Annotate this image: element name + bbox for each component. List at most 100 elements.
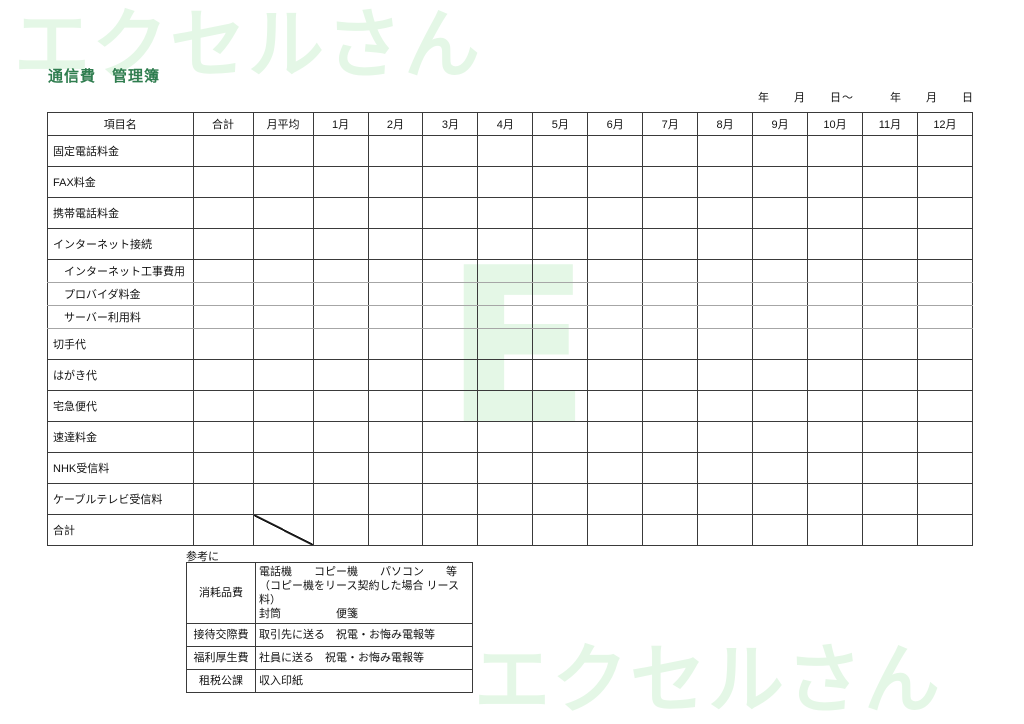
data-cell[interactable] bbox=[752, 282, 809, 306]
data-cell[interactable] bbox=[861, 328, 918, 360]
data-cell[interactable] bbox=[252, 421, 314, 453]
data-cell[interactable] bbox=[192, 390, 254, 422]
data-cell[interactable] bbox=[532, 259, 589, 283]
data-cell[interactable] bbox=[587, 483, 644, 515]
data-cell[interactable] bbox=[312, 135, 369, 167]
data-cell[interactable] bbox=[697, 328, 754, 360]
data-cell[interactable] bbox=[861, 166, 918, 198]
data-cell[interactable] bbox=[367, 390, 424, 422]
data-cell[interactable] bbox=[367, 328, 424, 360]
data-cell[interactable] bbox=[192, 305, 254, 329]
data-cell[interactable] bbox=[422, 166, 479, 198]
data-cell[interactable] bbox=[807, 390, 863, 422]
data-cell[interactable] bbox=[477, 282, 534, 306]
data-cell[interactable] bbox=[367, 197, 424, 229]
data-cell[interactable] bbox=[861, 135, 918, 167]
data-cell[interactable] bbox=[642, 166, 699, 198]
data-cell[interactable] bbox=[807, 228, 863, 260]
data-cell[interactable] bbox=[752, 305, 809, 329]
data-cell[interactable] bbox=[422, 328, 479, 360]
data-cell[interactable] bbox=[477, 135, 534, 167]
data-cell[interactable] bbox=[252, 452, 314, 484]
data-cell[interactable] bbox=[587, 197, 644, 229]
data-cell[interactable] bbox=[252, 166, 314, 198]
data-cell[interactable] bbox=[916, 328, 974, 360]
data-cell[interactable] bbox=[697, 282, 754, 306]
data-cell[interactable] bbox=[697, 228, 754, 260]
data-cell[interactable] bbox=[587, 135, 644, 167]
data-cell[interactable] bbox=[587, 282, 644, 306]
data-cell[interactable] bbox=[807, 305, 863, 329]
data-cell[interactable] bbox=[861, 282, 918, 306]
data-cell[interactable] bbox=[587, 305, 644, 329]
data-cell[interactable] bbox=[422, 282, 479, 306]
data-cell[interactable] bbox=[916, 259, 974, 283]
data-cell[interactable] bbox=[312, 305, 369, 329]
data-cell[interactable] bbox=[477, 305, 534, 329]
data-cell[interactable] bbox=[861, 228, 918, 260]
data-cell[interactable] bbox=[642, 282, 699, 306]
data-cell[interactable] bbox=[807, 197, 863, 229]
data-cell[interactable] bbox=[587, 228, 644, 260]
data-cell[interactable] bbox=[752, 483, 809, 515]
data-cell[interactable] bbox=[642, 328, 699, 360]
data-cell[interactable] bbox=[807, 483, 863, 515]
data-cell[interactable] bbox=[192, 514, 254, 546]
data-cell[interactable] bbox=[422, 135, 479, 167]
data-cell[interactable] bbox=[532, 514, 589, 546]
data-cell[interactable] bbox=[697, 197, 754, 229]
data-cell[interactable] bbox=[532, 359, 589, 391]
data-cell[interactable] bbox=[312, 514, 369, 546]
data-cell[interactable] bbox=[752, 421, 809, 453]
data-cell[interactable] bbox=[312, 166, 369, 198]
data-cell[interactable] bbox=[312, 328, 369, 360]
data-cell[interactable] bbox=[752, 514, 809, 546]
data-cell[interactable] bbox=[807, 514, 863, 546]
data-cell[interactable] bbox=[422, 483, 479, 515]
data-cell[interactable] bbox=[697, 135, 754, 167]
data-cell[interactable] bbox=[587, 390, 644, 422]
data-cell[interactable] bbox=[422, 197, 479, 229]
data-cell[interactable] bbox=[916, 359, 974, 391]
data-cell[interactable] bbox=[532, 197, 589, 229]
data-cell[interactable] bbox=[587, 166, 644, 198]
data-cell[interactable] bbox=[587, 452, 644, 484]
data-cell[interactable] bbox=[477, 359, 534, 391]
data-cell[interactable] bbox=[312, 483, 369, 515]
data-cell[interactable] bbox=[807, 166, 863, 198]
data-cell[interactable] bbox=[192, 228, 254, 260]
data-cell[interactable] bbox=[477, 483, 534, 515]
data-cell[interactable] bbox=[422, 452, 479, 484]
data-cell[interactable] bbox=[252, 228, 314, 260]
data-cell[interactable] bbox=[252, 197, 314, 229]
data-cell[interactable] bbox=[252, 135, 314, 167]
data-cell[interactable] bbox=[916, 197, 974, 229]
data-cell[interactable] bbox=[312, 197, 369, 229]
data-cell[interactable] bbox=[367, 452, 424, 484]
data-cell[interactable] bbox=[807, 421, 863, 453]
data-cell[interactable] bbox=[532, 305, 589, 329]
data-cell[interactable] bbox=[587, 514, 644, 546]
data-cell[interactable] bbox=[916, 305, 974, 329]
data-cell[interactable] bbox=[422, 228, 479, 260]
data-cell[interactable] bbox=[477, 259, 534, 283]
data-cell[interactable] bbox=[916, 452, 974, 484]
data-cell[interactable] bbox=[916, 514, 974, 546]
data-cell[interactable] bbox=[367, 259, 424, 283]
data-cell[interactable] bbox=[312, 228, 369, 260]
data-cell[interactable] bbox=[252, 483, 314, 515]
data-cell[interactable] bbox=[697, 359, 754, 391]
data-cell[interactable] bbox=[192, 135, 254, 167]
data-cell[interactable] bbox=[367, 282, 424, 306]
data-cell[interactable] bbox=[532, 452, 589, 484]
data-cell[interactable] bbox=[916, 390, 974, 422]
data-cell[interactable] bbox=[642, 483, 699, 515]
data-cell[interactable] bbox=[752, 452, 809, 484]
data-cell[interactable] bbox=[752, 328, 809, 360]
data-cell[interactable] bbox=[367, 305, 424, 329]
data-cell[interactable] bbox=[861, 305, 918, 329]
data-cell[interactable] bbox=[477, 228, 534, 260]
data-cell[interactable] bbox=[642, 390, 699, 422]
data-cell[interactable] bbox=[367, 514, 424, 546]
data-cell[interactable] bbox=[252, 359, 314, 391]
